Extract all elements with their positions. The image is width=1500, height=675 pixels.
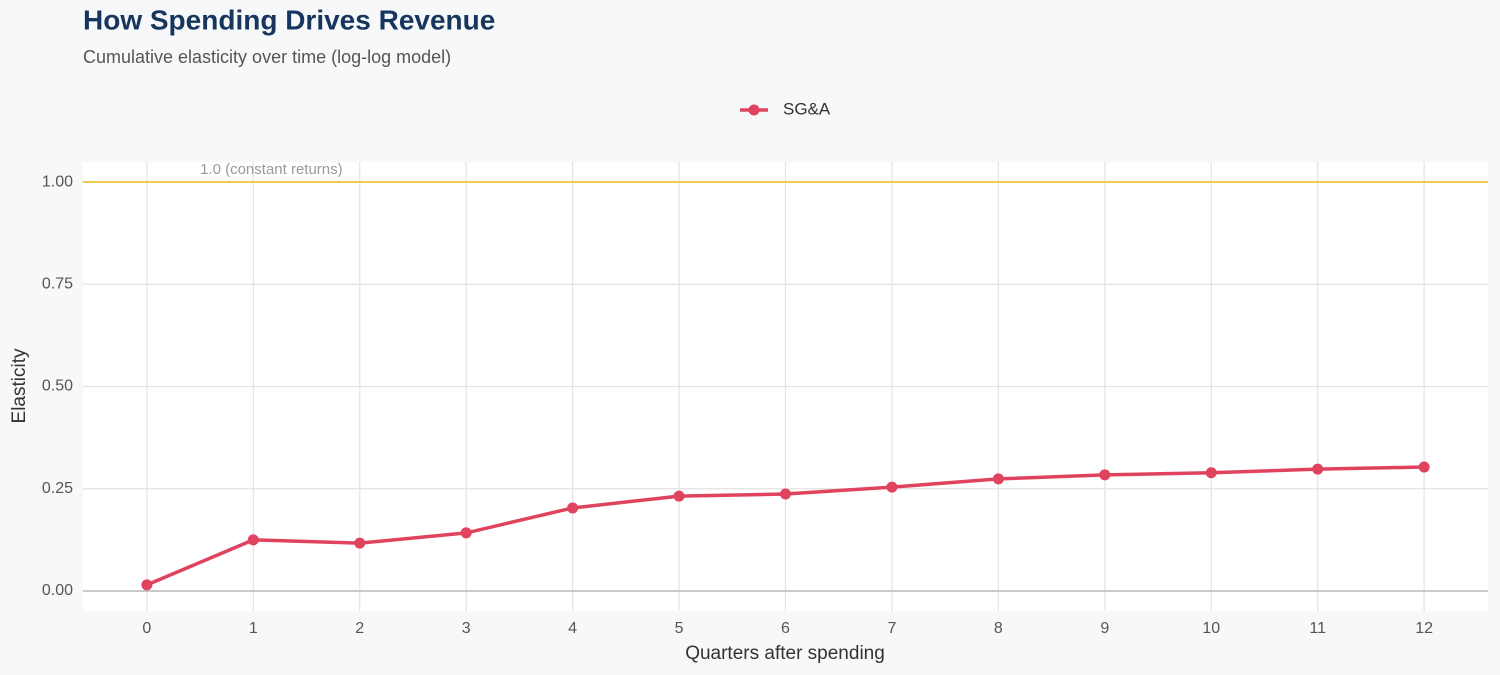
data-point: [1099, 469, 1111, 481]
data-point: [886, 481, 898, 493]
x-tick-label: 4: [568, 620, 577, 637]
y-tick-label: 0.75: [42, 275, 73, 292]
x-tick-label: 12: [1415, 620, 1433, 637]
y-tick-label: 0.25: [42, 480, 73, 497]
x-tick-label: 1: [249, 620, 258, 637]
x-tick-label: 6: [781, 620, 790, 637]
chart-subtitle: Cumulative elasticity over time (log-log…: [83, 47, 451, 67]
x-tick-label: 10: [1202, 620, 1220, 637]
y-tick-label: 1.00: [42, 173, 73, 190]
legend-label: SG&A: [783, 99, 831, 118]
data-point: [780, 488, 791, 500]
x-axis-label: Quarters after spending: [685, 643, 885, 664]
data-point: [1205, 467, 1217, 479]
data-point: [1418, 461, 1430, 473]
data-point: [992, 473, 1004, 485]
x-tick-label: 0: [142, 620, 151, 637]
x-tick-label: 2: [355, 620, 364, 637]
x-tick-label: 11: [1309, 620, 1326, 637]
x-tick-label: 9: [1100, 620, 1109, 637]
reference-label: 1.0 (constant returns): [200, 161, 343, 178]
x-tick-label: 7: [887, 620, 896, 637]
data-point: [673, 490, 685, 502]
x-tick-label: 8: [994, 620, 1003, 637]
data-point: [567, 502, 579, 514]
y-tick-label: 0.50: [42, 378, 73, 395]
y-axis-label: Elasticity: [9, 348, 30, 423]
y-tick-label: 0.00: [42, 582, 73, 599]
x-tick-label: 3: [462, 620, 471, 637]
x-tick-label: 5: [675, 620, 684, 637]
data-point: [247, 534, 259, 546]
data-point: [141, 579, 153, 591]
data-point: [460, 527, 472, 539]
data-point: [1312, 463, 1324, 475]
chart-title: How Spending Drives Revenue: [83, 4, 495, 35]
legend-marker: [748, 104, 760, 116]
data-point: [354, 537, 366, 549]
